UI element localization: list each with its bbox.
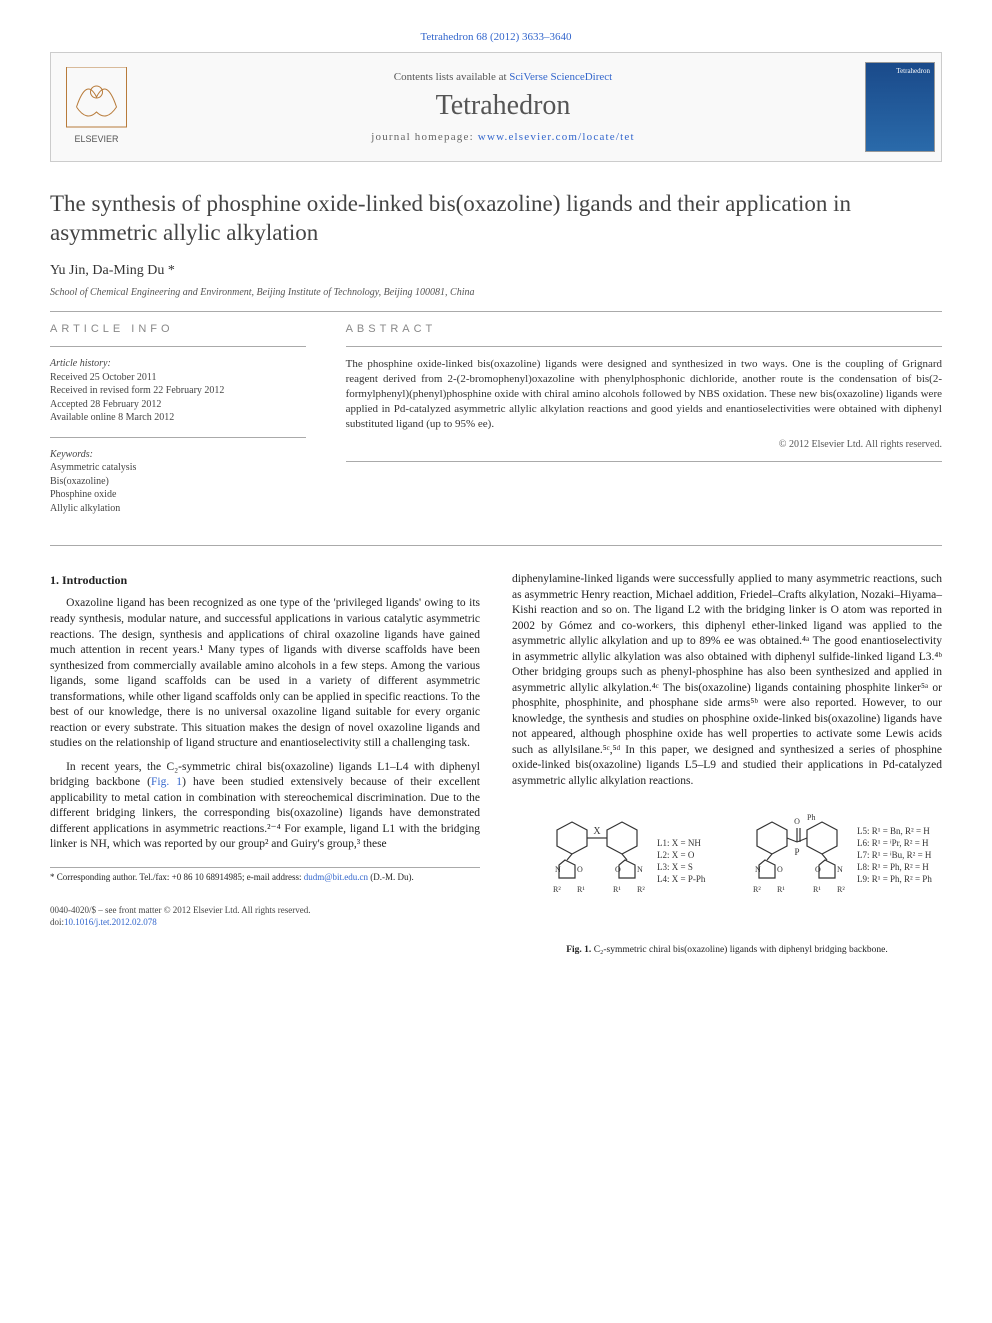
affiliation: School of Chemical Engineering and Envir…	[50, 286, 942, 299]
homepage-label: journal homepage:	[371, 131, 478, 143]
svg-text:R¹: R¹	[777, 885, 785, 894]
svg-text:O: O	[815, 865, 821, 874]
article-history: Article history: Received 25 October 201…	[50, 357, 306, 425]
svg-text:N: N	[637, 865, 643, 874]
keyword: Allylic alkylation	[50, 502, 306, 516]
article-info-column: ARTICLE INFO Article history: Received 2…	[50, 322, 306, 527]
svg-text:R¹: R¹	[613, 885, 621, 894]
l9-label: L9: R¹ = Ph, R² = Ph	[857, 874, 932, 884]
contents-text: Contents lists available at	[394, 71, 509, 83]
keyword: Asymmetric catalysis	[50, 461, 306, 475]
l5-label: L5: R¹ = Bn, R² = H	[857, 826, 930, 836]
sciencedirect-link[interactable]: SciVerse ScienceDirect	[509, 71, 612, 83]
svg-text:O: O	[777, 865, 783, 874]
l3-label: L3: X = S	[657, 862, 693, 872]
section-heading: 1. Introduction	[50, 572, 480, 588]
divider	[50, 437, 306, 438]
figure-1: X N O R² R¹ O N R¹ R² L1: X	[512, 800, 942, 957]
divider	[346, 461, 942, 462]
doi-link[interactable]: 10.1016/j.tet.2012.02.078	[64, 917, 157, 927]
publisher-label: ELSEVIER	[74, 134, 119, 144]
l1-label: L1: X = NH	[657, 838, 701, 848]
journal-center: Contents lists available at SciVerse Sci…	[141, 70, 865, 145]
body-column-left: 1. Introduction Oxazoline ligand has bee…	[50, 572, 480, 956]
history-item: Accepted 28 February 2012	[50, 399, 161, 410]
l2-label: L2: X = O	[657, 850, 695, 860]
journal-cover-thumb: Tetrahedron	[865, 62, 935, 152]
body-column-right: diphenylamine-linked ligands were succes…	[512, 572, 942, 956]
homepage-link[interactable]: www.elsevier.com/locate/tet	[478, 131, 635, 143]
doi-prefix: doi:	[50, 917, 64, 927]
svg-text:R²: R²	[753, 885, 761, 894]
history-item: Received 25 October 2011	[50, 372, 157, 383]
divider	[50, 545, 942, 546]
doi-block: 0040-4020/$ – see front matter © 2012 El…	[50, 905, 480, 928]
thumb-label: Tetrahedron	[896, 67, 930, 76]
keywords-block: Keywords: Asymmetric catalysis Bis(oxazo…	[50, 448, 306, 516]
svg-text:R¹: R¹	[577, 885, 585, 894]
citation-link[interactable]: Tetrahedron 68 (2012) 3633–3640	[420, 31, 571, 43]
divider	[50, 311, 942, 312]
header-citation: Tetrahedron 68 (2012) 3633–3640	[50, 30, 942, 44]
email-link[interactable]: dudm@bit.edu.cn	[304, 872, 368, 882]
svg-text:O: O	[615, 865, 621, 874]
svg-text:X: X	[593, 826, 601, 837]
divider	[346, 346, 942, 347]
svg-text:R²: R²	[837, 885, 845, 894]
svg-text:O: O	[794, 817, 800, 826]
history-item: Received in revised form 22 February 201…	[50, 385, 224, 396]
authors-line: Yu Jin, Da-Ming Du *	[50, 262, 942, 280]
history-label: Article history:	[50, 358, 111, 369]
svg-text:N: N	[837, 865, 843, 874]
abstract-column: ABSTRACT The phosphine oxide-linked bis(…	[346, 322, 942, 527]
figure-1-caption: Fig. 1. C₂-symmetric chiral bis(oxazolin…	[512, 944, 942, 957]
svg-text:Ph: Ph	[807, 813, 815, 822]
intro-para-1: Oxazoline ligand has been recognized as …	[50, 596, 480, 751]
divider	[50, 346, 306, 347]
svg-text:O: O	[577, 865, 583, 874]
corresponding-footnote: * Corresponding author. Tel./fax: +0 86 …	[50, 867, 480, 884]
intro-para-2-cont: diphenylamine-linked ligands were succes…	[512, 572, 942, 789]
front-matter-line: 0040-4020/$ – see front matter © 2012 El…	[50, 905, 311, 915]
abstract-heading: ABSTRACT	[346, 322, 942, 336]
l7-label: L7: R¹ = ⁱBu, R² = H	[857, 850, 932, 860]
svg-text:N: N	[555, 865, 561, 874]
svg-text:R²: R²	[553, 885, 561, 894]
intro-para-2: In recent years, the C₂-symmetric chiral…	[50, 760, 480, 853]
history-item: Available online 8 March 2012	[50, 412, 174, 423]
journal-name: Tetrahedron	[141, 88, 865, 124]
abstract-text: The phosphine oxide-linked bis(oxazoline…	[346, 357, 942, 431]
elsevier-logo: ELSEVIER	[51, 53, 141, 161]
svg-text:N: N	[755, 865, 761, 874]
article-title: The synthesis of phosphine oxide-linked …	[50, 190, 942, 248]
keyword: Phosphine oxide	[50, 488, 306, 502]
fig1-link[interactable]: Fig. 1	[151, 776, 182, 788]
svg-text:R²: R²	[637, 885, 645, 894]
keyword: Bis(oxazoline)	[50, 475, 306, 489]
l8-label: L8: R¹ = Ph, R² = H	[857, 862, 929, 872]
keywords-label: Keywords:	[50, 449, 93, 460]
svg-text:R¹: R¹	[813, 885, 821, 894]
body-columns: 1. Introduction Oxazoline ligand has bee…	[50, 572, 942, 956]
abstract-copyright: © 2012 Elsevier Ltd. All rights reserved…	[346, 438, 942, 451]
l4-label: L4: X = P-Ph	[657, 874, 706, 884]
journal-header-box: ELSEVIER Contents lists available at Sci…	[50, 52, 942, 162]
article-info-heading: ARTICLE INFO	[50, 322, 306, 336]
svg-text:P: P	[794, 847, 799, 857]
info-abstract-row: ARTICLE INFO Article history: Received 2…	[50, 322, 942, 527]
l6-label: L6: R¹ = ⁱPr, R² = H	[857, 838, 929, 848]
